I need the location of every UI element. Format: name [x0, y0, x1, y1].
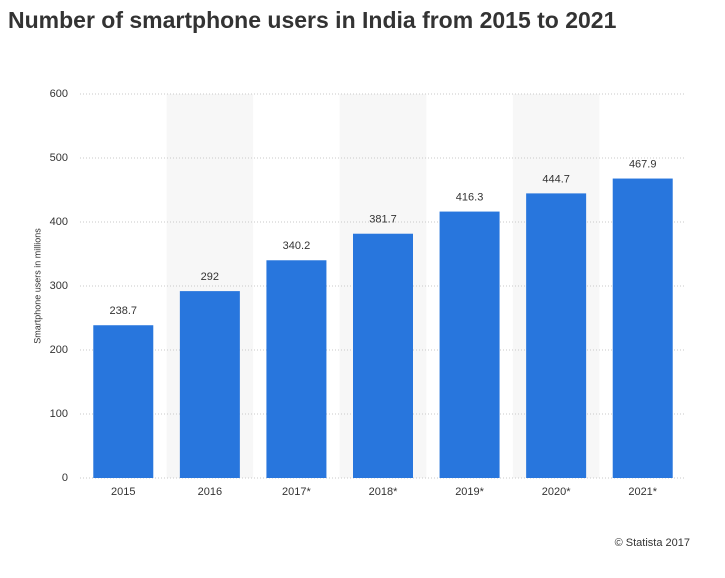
y-axis-label: Smartphone users in millions	[32, 228, 42, 344]
y-tick-label: 200	[50, 344, 68, 356]
x-tick-label: 2017*	[282, 486, 311, 498]
y-tick-label: 600	[50, 88, 68, 100]
data-label: 292	[201, 271, 219, 283]
x-tick-label: 2019*	[455, 486, 484, 498]
y-tick-label: 300	[50, 280, 68, 292]
bar	[266, 260, 327, 478]
x-tick-label: 2020*	[542, 486, 571, 498]
bar	[179, 291, 240, 478]
data-label: 467.9	[629, 158, 657, 170]
bar	[439, 211, 500, 478]
bar	[612, 178, 673, 478]
data-label: 340.2	[283, 240, 311, 252]
data-label: 416.3	[456, 191, 484, 203]
bar	[526, 193, 587, 478]
x-tick-label: 2018*	[369, 486, 398, 498]
x-tick-label: 2015	[111, 486, 135, 498]
bar	[93, 325, 154, 478]
x-tick-label: 2021*	[628, 486, 657, 498]
x-tick-label: 2016	[198, 486, 222, 498]
y-tick-label: 400	[50, 216, 68, 228]
data-label: 444.7	[542, 173, 570, 185]
source: © Statista 2017	[615, 537, 690, 549]
y-tick-label: 0	[62, 472, 68, 484]
chart-title: Number of smartphone users in India from…	[8, 7, 617, 33]
data-label: 238.7	[110, 305, 138, 317]
bar	[353, 233, 413, 478]
y-tick-label: 100	[50, 408, 68, 420]
data-label: 381.7	[369, 214, 397, 226]
y-tick-label: 500	[50, 152, 68, 164]
